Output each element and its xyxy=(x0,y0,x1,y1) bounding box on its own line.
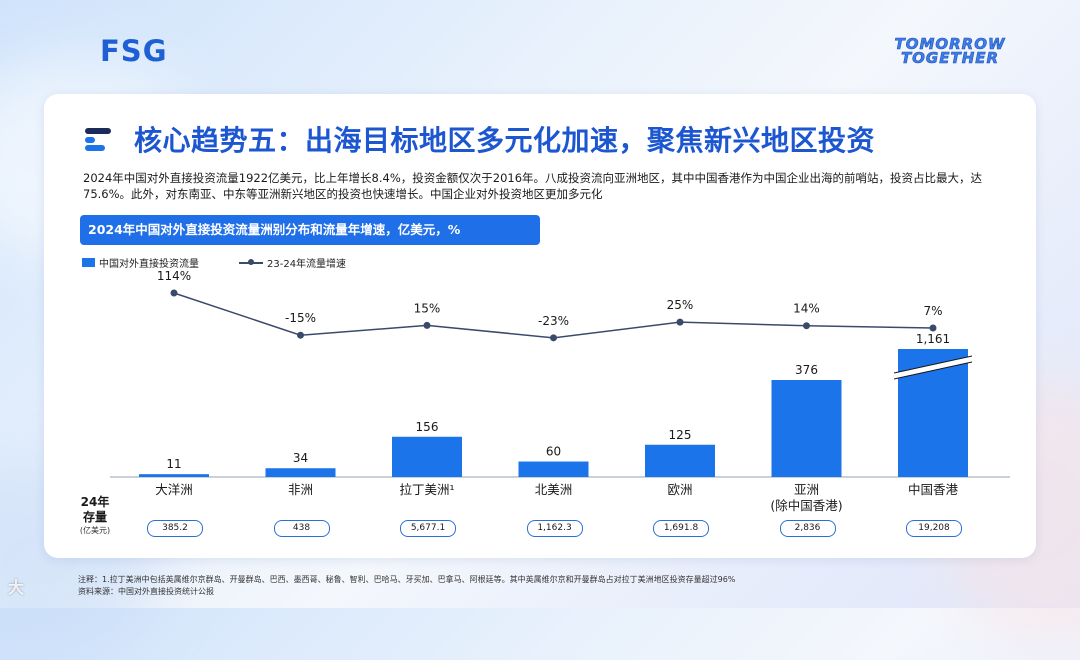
growth-label-4: -23% xyxy=(538,314,569,328)
footnote: 注释：1.拉丁美洲中包括英属维尔京群岛、开曼群岛、巴西、墨西哥、秘鲁、智利、巴哈… xyxy=(78,574,735,598)
axis-break-line-2 xyxy=(893,361,973,380)
stock-label-unit: (亿美元) xyxy=(79,526,111,535)
axis-break-gap xyxy=(893,356,973,379)
category-label-6: 亚洲 xyxy=(794,482,819,497)
bar-value-label-4: 60 xyxy=(546,445,561,459)
watermark: 大 xyxy=(8,578,25,597)
chart-svg: 11 34 156 60 125 376 1,161 114% -15% 15% -23% 25% 14… xyxy=(110,269,1010,513)
bar-value-label-1: 11 xyxy=(166,457,181,471)
bar-6 xyxy=(771,380,842,477)
stock-value-1: 385.2 xyxy=(147,520,203,537)
fsg-logo: FSG xyxy=(100,34,168,68)
growth-label-2: -15% xyxy=(285,311,316,325)
bar-value-label-6: 376 xyxy=(795,363,818,377)
bar-3 xyxy=(392,436,462,477)
stock-label-line-2: 存量 xyxy=(82,510,107,524)
category-label-6-line-2: (除中国香港) xyxy=(770,498,842,513)
stock-label: 24年 存量 (亿美元) xyxy=(78,495,112,536)
growth-point-2 xyxy=(297,331,304,339)
stock-label-line-1: 24年 xyxy=(80,495,110,509)
bar-2 xyxy=(265,468,336,477)
stock-value-6: 2,836 xyxy=(779,520,836,537)
bar-value-label-3: 156 xyxy=(416,420,439,434)
footnote-source: 资料来源：中国对外直接投资统计公报 xyxy=(78,587,214,596)
stock-value-2: 438 xyxy=(273,520,330,537)
bar-4 xyxy=(518,461,589,477)
growth-point-4 xyxy=(550,334,557,342)
brand-line-1: TOMORROW xyxy=(894,35,1006,53)
content-panel xyxy=(44,94,1036,558)
footnote-note: 注释：1.拉丁美洲中包括英属维尔京群岛、开曼群岛、巴西、墨西哥、秘鲁、智利、巴哈… xyxy=(78,575,736,584)
bar-value-label-2: 34 xyxy=(293,451,308,465)
category-label-7: 中国香港 xyxy=(908,482,959,497)
bar-value-label-7: 1,161 xyxy=(916,332,950,346)
bar-value-label-5: 125 xyxy=(669,428,692,442)
category-label-3: 拉丁美洲¹ xyxy=(399,482,454,497)
chart-header: 2024年中国对外直接投资流量洲别分布和流量年增速，亿美元，% xyxy=(80,215,540,245)
stock-value-7: 19,208 xyxy=(906,520,962,537)
growth-label-5: 25% xyxy=(667,298,694,312)
bar-1 xyxy=(139,474,209,477)
legend-line-swatch xyxy=(239,258,263,267)
category-label-1: 大洋洲 xyxy=(155,482,193,497)
growth-label-6: 14% xyxy=(793,302,820,316)
brand-logo: TOMORROW TOGETHER xyxy=(875,35,1025,67)
legend-bar-label: 中国对外直接投资流量 xyxy=(99,259,199,270)
chart-legend: 中国对外直接投资流量 23-24年流量增速 xyxy=(82,255,346,270)
brand-line-2: TOGETHER xyxy=(900,49,1000,67)
category-label-2: 非洲 xyxy=(288,482,313,497)
growth-label-7: 7% xyxy=(923,304,942,318)
bar-5 xyxy=(645,444,715,477)
title-bars-icon xyxy=(85,128,111,151)
legend-line-label: 23-24年流量增速 xyxy=(267,259,347,270)
legend-bar-swatch xyxy=(82,258,95,267)
growth-label-3: 15% xyxy=(414,301,441,315)
growth-point-5 xyxy=(676,318,684,326)
growth-point-6 xyxy=(803,322,810,330)
slide-title: 核心趋势五：出海目标地区多元化加速，聚焦新兴地区投资 xyxy=(134,124,876,157)
stock-value-5: 1,691.8 xyxy=(653,520,709,537)
growth-label-1: 114% xyxy=(157,269,191,283)
category-label-4: 北美洲 xyxy=(535,482,573,497)
stock-value-3: 5,677.1 xyxy=(400,520,456,537)
stock-value-4: 1,162.3 xyxy=(526,520,583,537)
category-label-5: 欧洲 xyxy=(667,482,692,497)
growth-point-7 xyxy=(929,324,937,332)
axis-break-line-1 xyxy=(893,355,973,374)
growth-point-1 xyxy=(170,289,178,297)
slide-description: 2024年中国对外直接投资流量1922亿美元，比上年增长8.4%，投资金额仅次于… xyxy=(83,171,983,201)
growth-point-3 xyxy=(423,321,431,329)
